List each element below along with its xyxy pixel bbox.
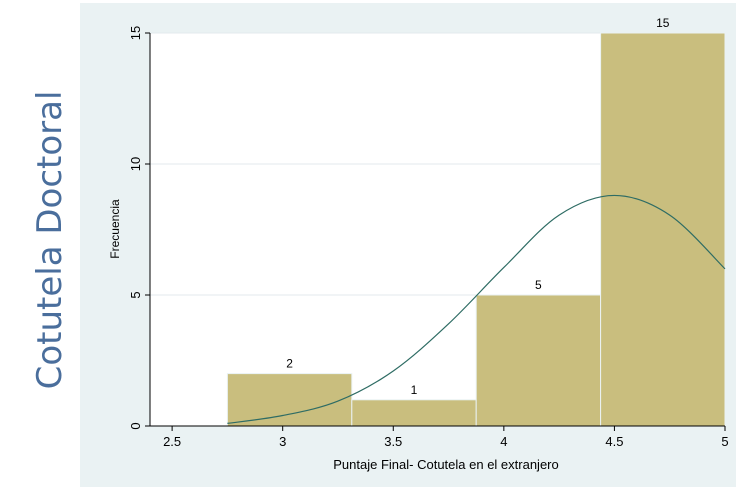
y-tick-labels: 0 5 10 15 [128,26,143,430]
axes [145,32,726,431]
histogram-bar [600,32,726,427]
histogram-bars [226,32,726,427]
histogram-bar [475,294,602,427]
bar-count-label: 15 [656,16,670,30]
normal-density-curve [227,194,726,424]
chart-frame: 2 1 5 15 2.5 3 3.5 4 4.5 5 0 5 10 15 Puntaje Final-… [80,3,736,487]
x-axis-label: Puntaje Final- Cotutela en el extranjero [333,457,558,472]
histogram-bar [226,373,353,427]
side-title: Cotutela Doctoral [30,90,70,390]
x-tick-label: 3 [279,434,286,449]
x-tick-label: 3.5 [384,434,402,449]
x-tick-labels: 2.5 3 3.5 4 4.5 5 [163,434,729,449]
histogram-bar [351,399,477,427]
y-axis-label: Frecuencia [108,199,122,259]
x-tick-label: 4 [500,434,507,449]
x-tick-label: 5 [721,434,728,449]
y-tick-label: 10 [128,157,143,171]
bar-count-label: 5 [535,278,542,292]
y-tick-label: 0 [128,422,143,429]
bar-count-label: 2 [286,357,293,371]
bar-count-label: 1 [411,383,418,397]
x-tick-label: 4.5 [605,434,623,449]
y-tick-label: 5 [128,291,143,298]
y-tick-label: 15 [128,26,143,40]
x-tick-label: 2.5 [163,434,181,449]
